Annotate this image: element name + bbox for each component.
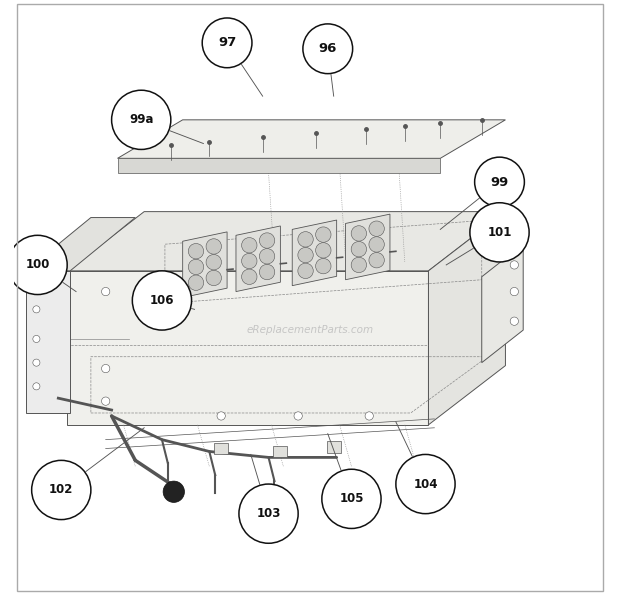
- Text: 101: 101: [487, 226, 511, 239]
- Polygon shape: [482, 244, 523, 362]
- Circle shape: [294, 412, 303, 420]
- Polygon shape: [67, 271, 428, 425]
- Text: 96: 96: [319, 42, 337, 55]
- Circle shape: [32, 461, 91, 519]
- Circle shape: [112, 90, 171, 149]
- Bar: [327, 441, 341, 453]
- Polygon shape: [428, 212, 505, 425]
- Circle shape: [316, 258, 331, 274]
- Circle shape: [33, 383, 40, 390]
- Polygon shape: [67, 212, 505, 271]
- Circle shape: [351, 257, 366, 273]
- Text: 104: 104: [414, 478, 438, 490]
- Circle shape: [369, 252, 384, 268]
- Circle shape: [8, 235, 67, 295]
- Circle shape: [242, 237, 257, 253]
- Circle shape: [33, 336, 40, 343]
- Circle shape: [102, 364, 110, 372]
- Circle shape: [259, 264, 275, 280]
- Circle shape: [510, 317, 518, 325]
- Text: 102: 102: [49, 484, 73, 496]
- Circle shape: [322, 469, 381, 528]
- Polygon shape: [236, 226, 280, 292]
- Circle shape: [369, 221, 384, 236]
- Polygon shape: [26, 271, 70, 413]
- Circle shape: [510, 287, 518, 296]
- Circle shape: [298, 248, 313, 263]
- Circle shape: [259, 233, 275, 248]
- Text: 103: 103: [256, 507, 281, 520]
- Text: 99: 99: [490, 176, 508, 189]
- Circle shape: [303, 24, 353, 74]
- Polygon shape: [118, 158, 440, 173]
- Circle shape: [217, 412, 225, 420]
- Polygon shape: [292, 220, 337, 286]
- Circle shape: [239, 484, 298, 543]
- Circle shape: [132, 271, 192, 330]
- Circle shape: [298, 263, 313, 278]
- Circle shape: [163, 481, 184, 502]
- Circle shape: [242, 253, 257, 269]
- Circle shape: [188, 275, 204, 290]
- Circle shape: [369, 237, 384, 252]
- Circle shape: [259, 249, 275, 264]
- Circle shape: [202, 18, 252, 68]
- Circle shape: [351, 242, 366, 257]
- Text: 106: 106: [149, 294, 174, 307]
- Circle shape: [365, 412, 373, 420]
- Circle shape: [206, 255, 221, 270]
- Circle shape: [206, 239, 221, 254]
- Circle shape: [33, 282, 40, 289]
- Text: 99a: 99a: [129, 113, 154, 126]
- Circle shape: [102, 287, 110, 296]
- Circle shape: [33, 306, 40, 313]
- Bar: [214, 443, 228, 455]
- Text: eReplacementParts.com: eReplacementParts.com: [246, 325, 374, 335]
- Circle shape: [475, 157, 525, 207]
- Circle shape: [316, 243, 331, 258]
- Circle shape: [351, 226, 366, 241]
- Polygon shape: [183, 232, 227, 298]
- Circle shape: [470, 203, 529, 262]
- Text: 105: 105: [339, 492, 364, 505]
- Bar: [273, 446, 288, 458]
- Polygon shape: [118, 120, 505, 158]
- Circle shape: [242, 269, 257, 284]
- Circle shape: [188, 259, 204, 275]
- Text: 100: 100: [25, 258, 50, 271]
- Circle shape: [396, 455, 455, 513]
- Circle shape: [188, 243, 204, 259]
- Circle shape: [206, 270, 221, 286]
- Circle shape: [316, 227, 331, 242]
- Circle shape: [298, 231, 313, 247]
- Text: 97: 97: [218, 36, 236, 49]
- Circle shape: [510, 261, 518, 269]
- Circle shape: [102, 397, 110, 405]
- Polygon shape: [26, 218, 135, 271]
- Circle shape: [33, 359, 40, 366]
- Polygon shape: [345, 214, 390, 280]
